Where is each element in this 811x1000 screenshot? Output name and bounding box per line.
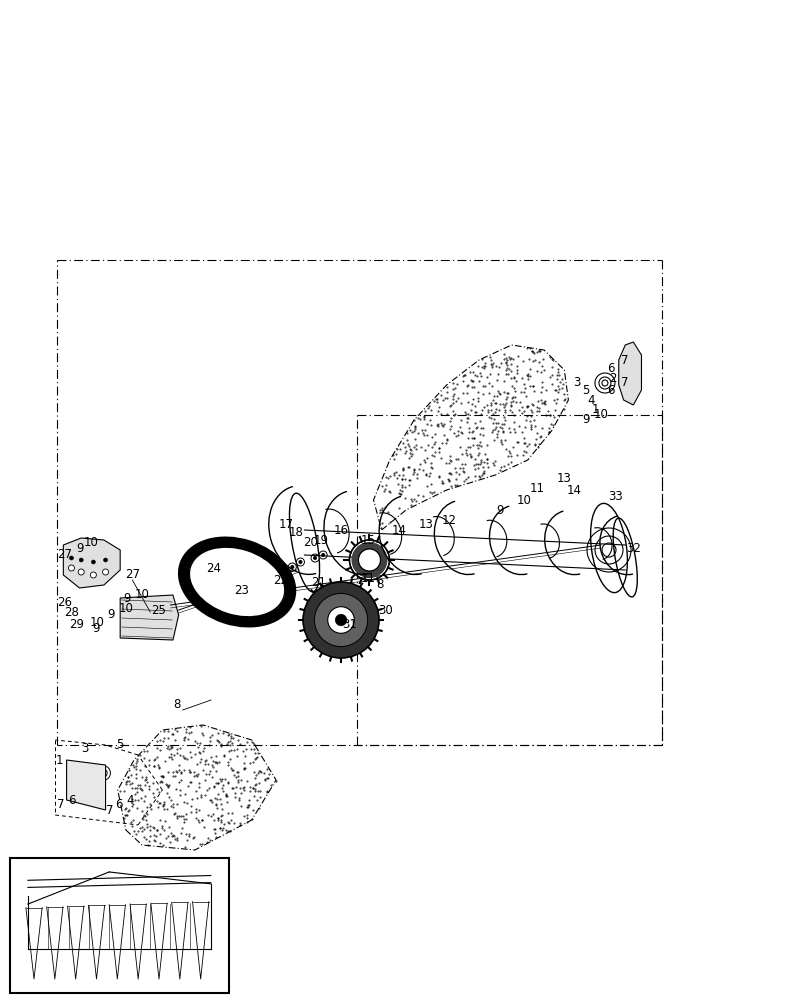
Polygon shape (67, 760, 105, 810)
Circle shape (102, 569, 109, 575)
Text: 9: 9 (581, 413, 590, 426)
Text: 19: 19 (313, 534, 328, 546)
Circle shape (296, 558, 304, 566)
Polygon shape (63, 538, 120, 588)
Text: 13: 13 (556, 472, 571, 485)
Text: 11: 11 (360, 571, 375, 584)
Polygon shape (28, 884, 211, 904)
Text: 21: 21 (311, 576, 326, 589)
Text: 33: 33 (607, 490, 622, 504)
Circle shape (364, 555, 374, 565)
Text: 20: 20 (303, 536, 317, 548)
Text: 3: 3 (81, 741, 89, 754)
Text: 9: 9 (107, 608, 115, 621)
Text: 1: 1 (55, 754, 63, 766)
Text: 11: 11 (530, 482, 544, 494)
Text: 28: 28 (64, 605, 79, 618)
Text: 25: 25 (151, 603, 165, 616)
Circle shape (68, 565, 75, 571)
Text: 29: 29 (69, 618, 84, 632)
Text: 22: 22 (272, 573, 287, 586)
Text: 27: 27 (125, 568, 139, 581)
Text: 10: 10 (90, 615, 105, 628)
Text: 15: 15 (360, 534, 375, 546)
Text: 3: 3 (572, 375, 580, 388)
Circle shape (79, 558, 83, 562)
Circle shape (90, 572, 97, 578)
Circle shape (313, 556, 316, 560)
Text: 5: 5 (115, 738, 123, 752)
Text: 10: 10 (135, 588, 149, 601)
Text: 26: 26 (57, 595, 71, 608)
Circle shape (314, 593, 367, 647)
Text: 10: 10 (84, 536, 98, 548)
Text: 7: 7 (620, 375, 629, 388)
Text: 13: 13 (418, 518, 433, 532)
Bar (10, 858, 229, 993)
Circle shape (321, 553, 324, 557)
Text: 7: 7 (105, 804, 114, 816)
Text: 9: 9 (92, 621, 100, 634)
Ellipse shape (351, 542, 387, 578)
Text: 27: 27 (58, 548, 72, 562)
Text: 5: 5 (581, 383, 590, 396)
Text: 31: 31 (341, 618, 356, 632)
Text: 1: 1 (590, 403, 599, 416)
Text: 30: 30 (378, 603, 393, 616)
Text: 16: 16 (333, 524, 348, 536)
Text: 7: 7 (57, 798, 65, 812)
Circle shape (288, 563, 296, 571)
Text: 6: 6 (67, 794, 75, 806)
Text: 6: 6 (606, 361, 614, 374)
Text: 14: 14 (392, 524, 406, 536)
Text: 8: 8 (375, 578, 384, 591)
Circle shape (303, 582, 379, 658)
Text: 10: 10 (118, 601, 133, 614)
Text: 7: 7 (620, 354, 629, 366)
Text: 6: 6 (115, 798, 123, 812)
Circle shape (298, 560, 302, 564)
Circle shape (70, 556, 73, 560)
Circle shape (290, 565, 294, 569)
Ellipse shape (189, 547, 285, 617)
Circle shape (328, 607, 354, 633)
Text: 24: 24 (206, 561, 221, 574)
Text: 2: 2 (608, 371, 616, 384)
Text: 9: 9 (75, 542, 84, 554)
Text: 12: 12 (441, 514, 456, 526)
Text: 23: 23 (234, 583, 249, 596)
Text: 10: 10 (516, 493, 530, 506)
Text: 17: 17 (278, 518, 293, 532)
Text: 9: 9 (496, 504, 504, 516)
Circle shape (104, 558, 107, 562)
Text: 4: 4 (586, 393, 594, 406)
Text: 8: 8 (173, 698, 181, 711)
Polygon shape (618, 342, 641, 405)
Polygon shape (120, 595, 178, 640)
Circle shape (92, 560, 95, 564)
Circle shape (78, 569, 84, 575)
Text: 18: 18 (289, 526, 303, 538)
Text: 14: 14 (566, 484, 581, 496)
Text: 32: 32 (625, 542, 640, 554)
Circle shape (311, 554, 319, 562)
Circle shape (335, 614, 346, 626)
Text: 9: 9 (123, 591, 131, 604)
Text: 6: 6 (606, 383, 614, 396)
Circle shape (358, 549, 380, 571)
Circle shape (319, 551, 327, 559)
Text: 10: 10 (593, 408, 607, 422)
Text: 4: 4 (126, 794, 134, 806)
